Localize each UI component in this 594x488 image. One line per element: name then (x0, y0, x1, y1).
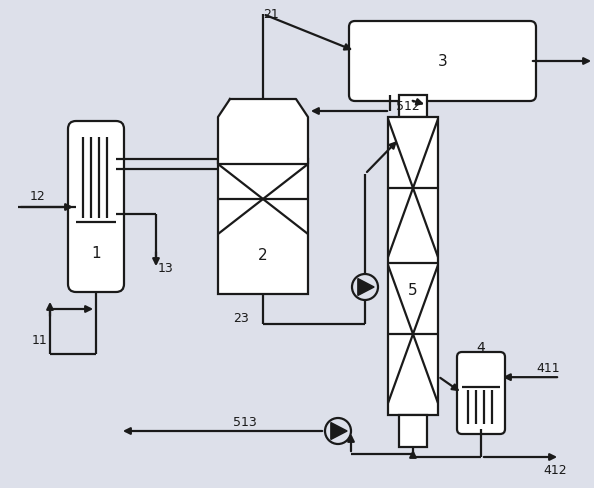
Text: 411: 411 (536, 361, 560, 374)
Text: 11: 11 (32, 333, 48, 346)
Text: 21: 21 (263, 8, 279, 21)
Text: 4: 4 (476, 340, 485, 354)
Bar (399, 96, 427, 118)
FancyBboxPatch shape (349, 22, 536, 102)
Polygon shape (331, 423, 347, 440)
FancyBboxPatch shape (457, 352, 505, 434)
Text: 12: 12 (30, 189, 46, 202)
Text: 1: 1 (91, 246, 101, 261)
Text: 13: 13 (158, 261, 174, 274)
Bar (399, 415, 427, 447)
Text: 3: 3 (438, 54, 447, 69)
Text: 412: 412 (543, 463, 567, 475)
Text: 23: 23 (233, 311, 249, 324)
Text: 513: 513 (233, 415, 257, 427)
Bar (388, 118, 438, 415)
Polygon shape (358, 279, 374, 296)
Bar (218, 160, 308, 294)
Polygon shape (218, 100, 308, 164)
Text: 2: 2 (258, 248, 268, 263)
Text: 512: 512 (396, 101, 420, 113)
FancyBboxPatch shape (68, 122, 124, 292)
Text: 5: 5 (408, 283, 418, 298)
